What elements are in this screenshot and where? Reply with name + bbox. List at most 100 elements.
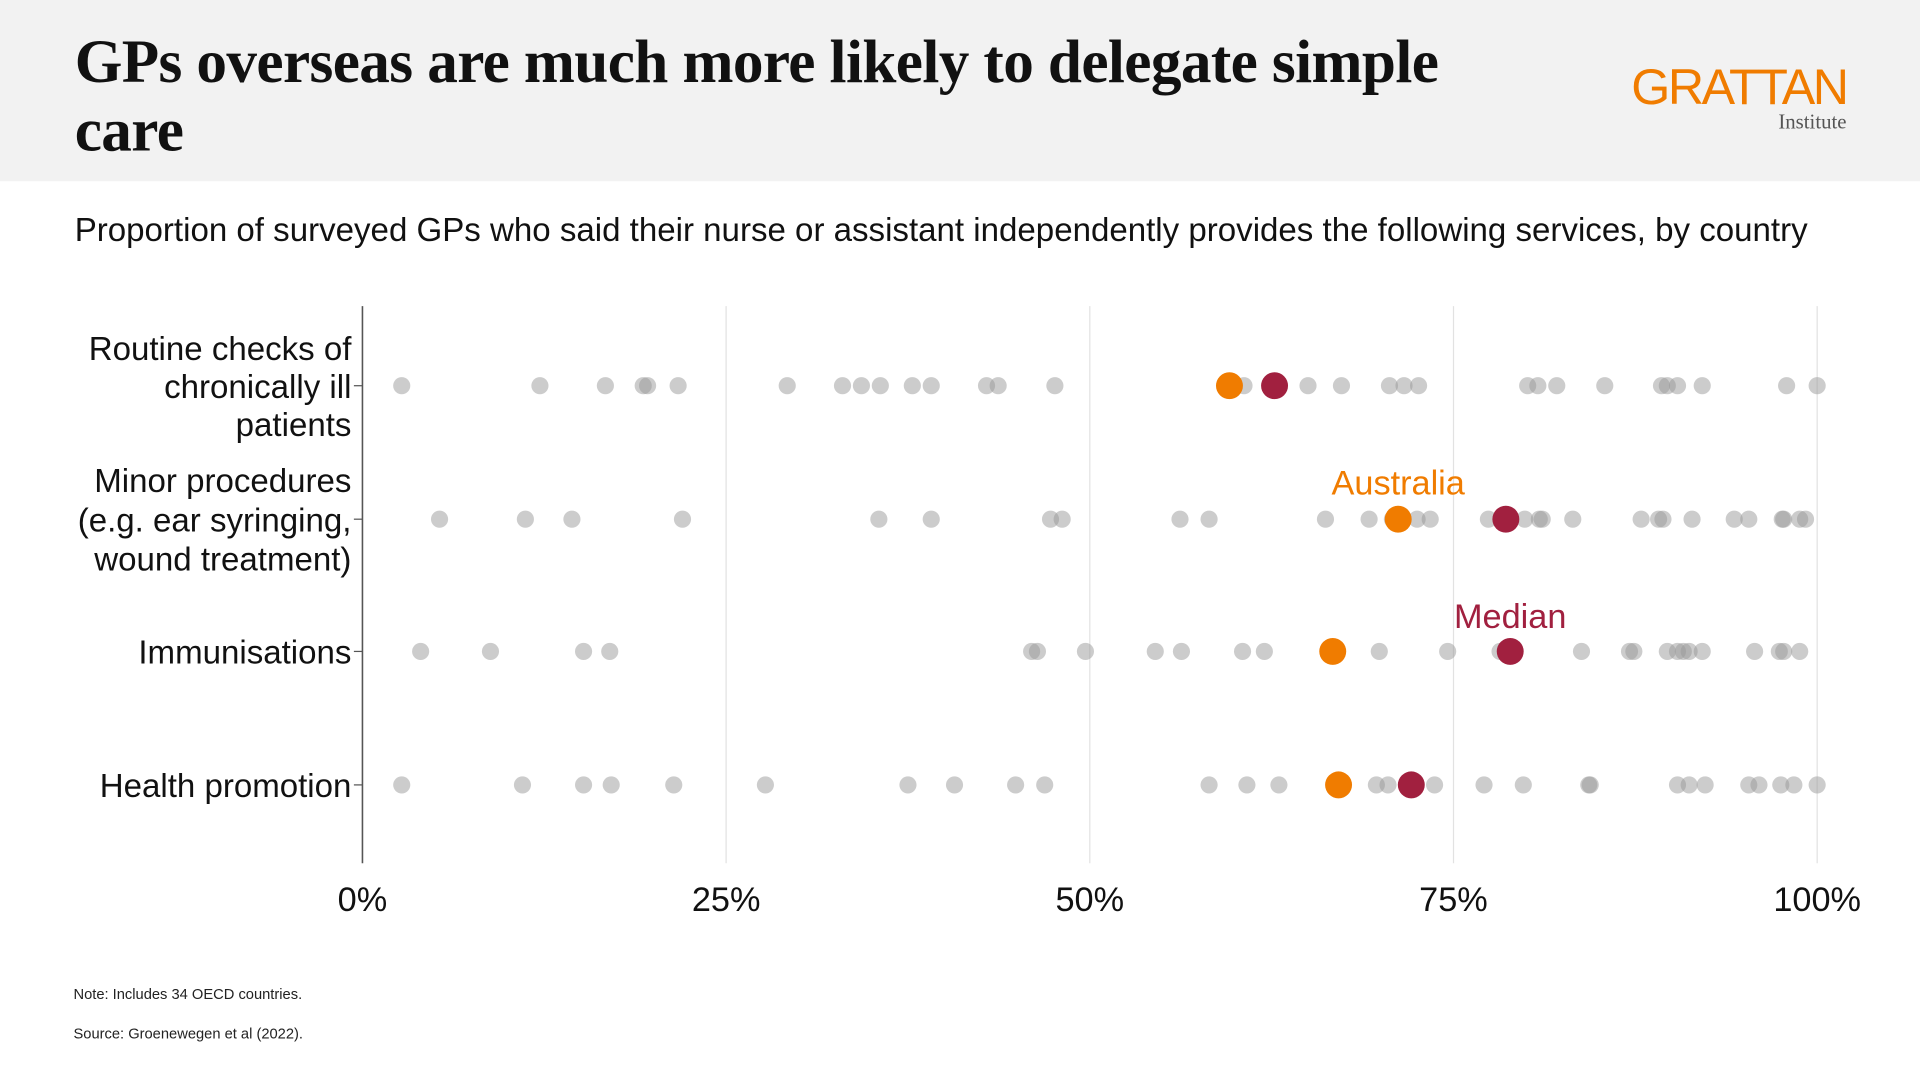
country-dot [412, 642, 430, 661]
country-dot [1533, 510, 1551, 528]
country-dot [778, 377, 796, 395]
x-tick-label: 0% [338, 881, 388, 919]
median-dot [1496, 637, 1524, 665]
australia-annotation: Australia [1332, 465, 1466, 503]
country-dot [1046, 377, 1064, 395]
country-dot [1514, 776, 1532, 794]
country-dot [596, 377, 614, 395]
country-dot [1693, 377, 1711, 395]
country-dot [1746, 642, 1764, 661]
country-dot [833, 377, 852, 395]
country-dot [1581, 776, 1599, 794]
grattan-logo: GRATTAN Institute [1616, 61, 1849, 134]
country-dot [989, 377, 1007, 395]
country-dot [1740, 510, 1758, 528]
country-dot [899, 776, 917, 794]
country-dot [1408, 510, 1426, 528]
country-dot [1171, 510, 1189, 528]
category-label-line: (e.g. ear syringing, [78, 502, 352, 539]
country-dot [393, 377, 411, 395]
logo-subtitle: Institute [1778, 110, 1847, 134]
country-dot [531, 377, 549, 395]
page-title: GPs overseas are much more likely to del… [74, 26, 1439, 165]
country-dot [1425, 776, 1444, 794]
country-dot [1270, 776, 1288, 794]
country-dot [1332, 377, 1351, 395]
country-dot [1036, 776, 1054, 794]
category-label-line: Minor procedures [94, 463, 351, 500]
country-dot [1379, 776, 1397, 794]
source-text: Source: Groenewegen et al (2022). [73, 1024, 304, 1043]
australia-dot [1215, 372, 1243, 400]
country-dot [1028, 642, 1047, 661]
country-dot [669, 377, 687, 395]
country-dot [1200, 510, 1218, 528]
country-dot [563, 510, 581, 528]
country-dot [1772, 776, 1790, 794]
category-label-line: Immunisations [138, 635, 351, 672]
country-dot [1596, 377, 1614, 395]
country-dot [1680, 642, 1698, 661]
country-dot [665, 776, 683, 794]
country-dot [1076, 642, 1095, 661]
note-text: Note: Includes 34 OECD countries. [73, 985, 303, 1003]
country-dot [1808, 776, 1826, 794]
country-dot [513, 776, 532, 794]
country-dot [1564, 510, 1582, 528]
category-label-line: chronically ill [164, 369, 351, 406]
country-dot [1696, 776, 1714, 794]
country-dot [1172, 642, 1191, 661]
x-tick-label: 50% [1056, 881, 1125, 919]
country-dot [1360, 510, 1378, 528]
country-dot [1572, 642, 1591, 661]
country-dot [481, 642, 500, 661]
country-dot [1693, 642, 1711, 661]
category-label-line: Routine checks of [89, 331, 352, 368]
country-dot [1625, 642, 1643, 661]
header: GPs overseas are much more likely to del… [0, 0, 1920, 182]
country-dot [1529, 377, 1547, 395]
country-dot [1680, 776, 1698, 794]
country-dot [1548, 377, 1566, 395]
country-dot [1238, 776, 1256, 794]
country-dot [1796, 510, 1815, 528]
country-dot [1791, 642, 1809, 661]
country-dot [922, 510, 940, 528]
country-dot [1479, 510, 1497, 528]
category-label: Health promotion [100, 768, 352, 805]
australia-dot [1325, 771, 1353, 799]
country-dot [1146, 642, 1164, 661]
country-dot [601, 642, 619, 661]
x-tick-label: 75% [1419, 881, 1488, 919]
country-dot [1654, 510, 1672, 528]
median-dot [1492, 505, 1520, 533]
country-dot [922, 377, 940, 395]
country-dot [1516, 510, 1534, 528]
category-label-line: patients [236, 407, 352, 444]
country-dot [639, 377, 657, 395]
category-label: Immunisations [138, 635, 351, 672]
country-dot [1668, 377, 1687, 395]
chart-subtitle: Proportion of surveyed GPs who said thei… [74, 211, 1808, 249]
country-dot [1475, 776, 1493, 794]
country-dot [756, 776, 774, 794]
country-dot [1778, 377, 1796, 395]
country-dot [1233, 642, 1252, 661]
country-dot [1775, 510, 1793, 528]
australia-dot [1384, 505, 1412, 533]
median-dot [1261, 372, 1289, 400]
category-label: Routine checks of chronically ill patients [89, 331, 352, 444]
country-dot [673, 510, 692, 528]
country-dot [945, 776, 964, 794]
median-dot [1397, 771, 1425, 799]
country-dot [852, 377, 870, 395]
country-dot [903, 377, 921, 395]
country-dot [1255, 642, 1273, 661]
country-dot [871, 377, 889, 395]
country-dot [574, 642, 593, 661]
median-annotation: Median [1454, 598, 1566, 636]
country-dot [602, 776, 620, 794]
category-label-line: Health promotion [100, 768, 352, 805]
